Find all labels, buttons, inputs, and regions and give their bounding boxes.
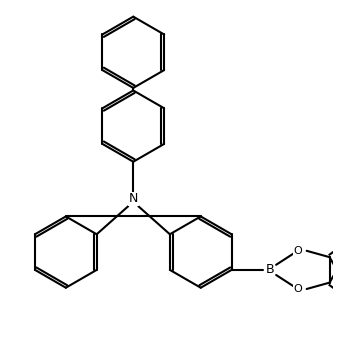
- Text: O: O: [293, 246, 302, 256]
- Text: O: O: [293, 284, 302, 294]
- Text: B: B: [266, 264, 274, 276]
- Text: N: N: [129, 192, 138, 205]
